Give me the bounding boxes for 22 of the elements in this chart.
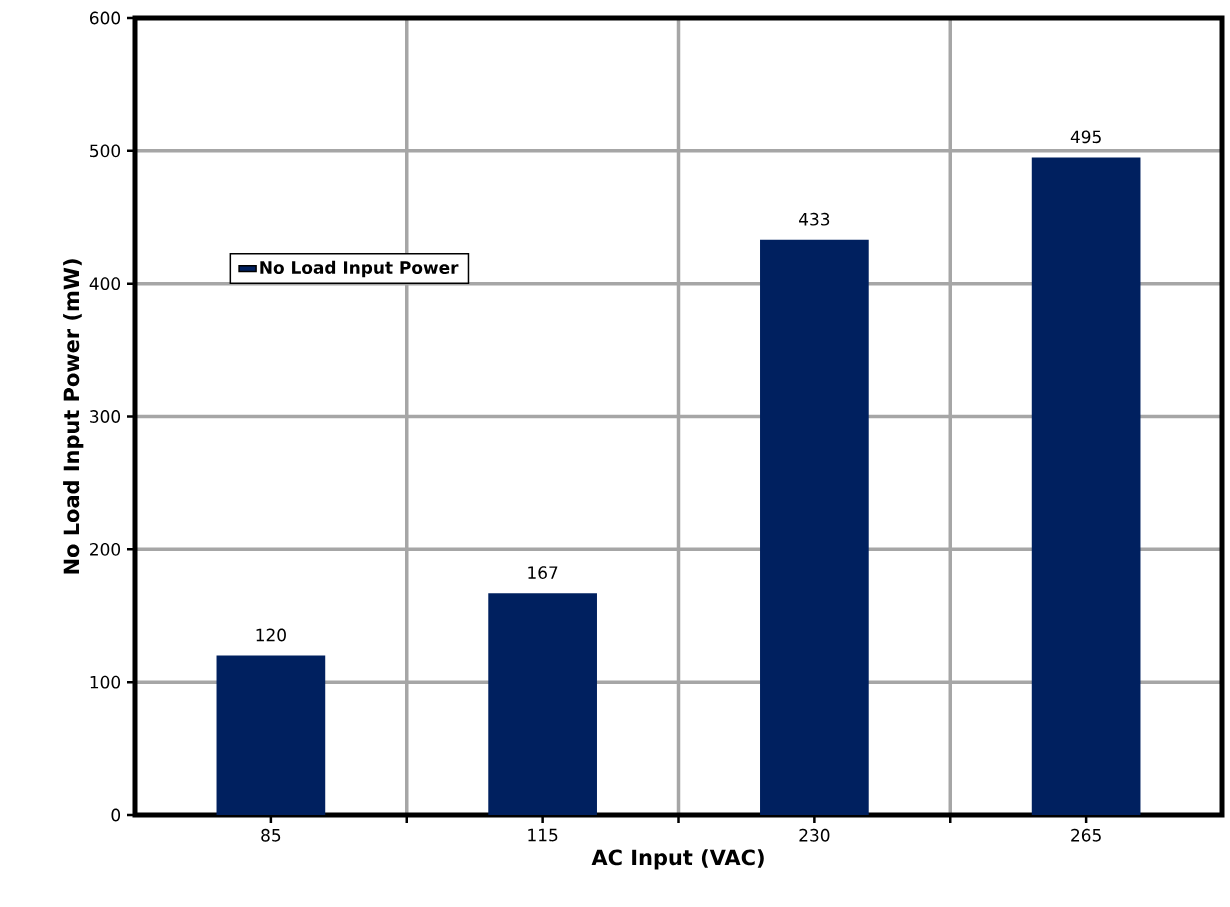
x-tick-label: 85: [261, 828, 281, 842]
data-label: 167: [528, 566, 558, 579]
x-tick-label: 230: [799, 828, 830, 842]
bar: [216, 655, 326, 815]
y-tick-label: 500: [90, 144, 121, 158]
x-axis-title: AC Input (VAC): [591, 849, 764, 870]
data-label: 495: [1070, 130, 1101, 144]
legend-label: No Load Input Power: [260, 260, 459, 278]
y-tick-label: 400: [89, 277, 121, 291]
y-axis-title: No Load Input Power (mW): [63, 259, 84, 574]
data-label: 433: [799, 212, 830, 226]
y-tick-label: 100: [90, 675, 121, 689]
data-label: 120: [256, 628, 286, 642]
x-tick-label: 115: [528, 828, 558, 842]
x-tick-label: 265: [1071, 828, 1101, 842]
y-tick-label: 0: [111, 808, 121, 822]
y-tick-label: 200: [90, 542, 121, 556]
y-tick-label: 300: [90, 410, 121, 423]
bar: [760, 239, 869, 815]
bar: [488, 593, 597, 815]
bar: [1031, 157, 1141, 815]
y-tick-label: 600: [90, 11, 121, 25]
